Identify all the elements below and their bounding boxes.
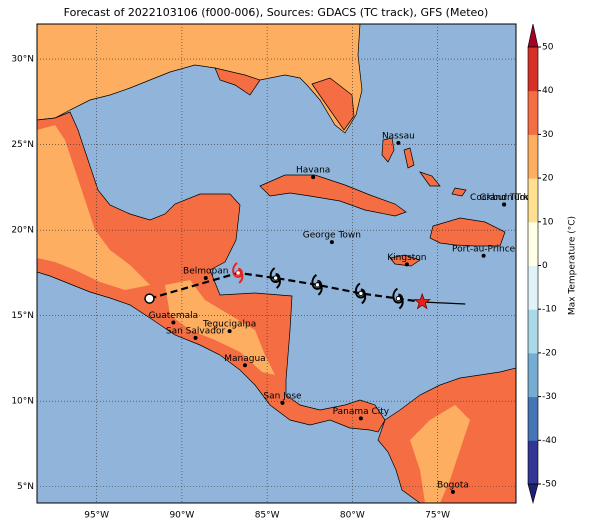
land-mexico-plateau (37, 125, 150, 290)
city-label: Kingston (387, 253, 426, 263)
city-label: Bogota (437, 480, 469, 490)
city-label: Cockburn Town (470, 193, 538, 203)
land-andes (410, 405, 470, 503)
colorbar-tick-label: 40 (542, 86, 554, 96)
city-dot (450, 489, 455, 494)
colorbar-band (528, 134, 538, 179)
colorbar-over (527, 23, 539, 48)
colorbar-band (528, 396, 538, 441)
city-label: Belmopan (183, 267, 228, 277)
land-bahamas (403, 147, 415, 169)
land-florida (311, 77, 355, 131)
city-dot (329, 240, 334, 245)
y-tick-label: 20°N (11, 226, 34, 236)
colorbar-label: Max Temperature (°C) (568, 216, 578, 315)
land-cuba (259, 174, 407, 217)
colorbar-under (527, 483, 539, 505)
city-label: George Town (303, 231, 361, 241)
x-tick-label: 90°W (169, 511, 194, 521)
colorbar-band (528, 47, 538, 92)
city-label: Nassau (382, 131, 415, 141)
colorbar-band (528, 352, 538, 398)
colorbar-tick-label: -50 (542, 480, 557, 490)
city-label: Managua (224, 354, 265, 364)
colorbar-band (528, 440, 538, 485)
land-bahamas (381, 137, 395, 163)
colorbar-tick-label: -20 (542, 348, 557, 358)
storm-eye (358, 290, 364, 297)
city-label: San Jose (263, 391, 302, 401)
city-dot (404, 262, 409, 267)
colorbar-tick-label: -30 (542, 392, 557, 402)
city-label: Panama City (333, 407, 390, 417)
x-tick-label: 95°W (84, 511, 109, 521)
city-dot (280, 400, 285, 405)
colorbar-tick-label: 20 (542, 174, 554, 184)
land-louisiana (214, 67, 261, 96)
land-bahamas (419, 171, 441, 187)
city-dot (203, 276, 208, 281)
city-dot (502, 202, 507, 207)
colorbar-band (528, 265, 538, 310)
track-start (144, 293, 155, 304)
city-label: Guatemala (149, 311, 199, 321)
city-dot (171, 320, 176, 325)
city-label: Tegucigalpa (202, 320, 256, 330)
city-dot (227, 329, 232, 334)
x-tick-label: 80°W (340, 511, 365, 521)
colorbar-band (528, 221, 538, 266)
x-tick-label: 85°W (255, 511, 280, 521)
colorbar-tick-label: -10 (542, 305, 557, 315)
forecast-extension (422, 301, 466, 305)
y-tick-label: 30°N (11, 55, 34, 65)
storm-eye (272, 275, 279, 281)
land-hispaniola (429, 217, 506, 247)
colorbar-tick-label: -40 (542, 436, 557, 446)
y-tick-label: 10°N (11, 397, 34, 407)
colorbar-tick-label: 30 (542, 130, 554, 140)
colorbar-band (528, 178, 538, 223)
land-jamaica (389, 254, 421, 267)
colorbar-tick-label: 0 (542, 261, 548, 271)
y-tick-label: 5°N (17, 482, 34, 492)
city-label: Havana (296, 166, 330, 176)
storm-eye (395, 295, 402, 302)
map-title: Forecast of 2022103106 (f000-006), Sourc… (64, 6, 489, 19)
colorbar-tick-label: 10 (542, 217, 554, 227)
land (37, 24, 516, 503)
colorbar-tick-label: 50 (542, 43, 554, 53)
city-dot (358, 416, 363, 421)
city-dot (193, 335, 198, 340)
city-dot (311, 175, 316, 180)
city-label: Port-au-Prince (452, 244, 516, 254)
city-dot (242, 363, 247, 368)
x-tick-label: 75°W (425, 511, 450, 521)
storm-eye (314, 282, 321, 288)
y-tick-label: 15°N (11, 311, 34, 321)
land-highlands (165, 280, 275, 375)
y-tick-label: 25°N (11, 140, 34, 150)
city-dot (396, 140, 401, 145)
city-label: San Salvador (166, 326, 226, 336)
city-dot (481, 253, 486, 258)
colorbar-band (528, 309, 538, 354)
city-label: Grand Turk (479, 193, 529, 203)
map-frame (36, 23, 517, 504)
track-current (413, 292, 432, 310)
storm-eye (235, 270, 241, 276)
colorbar-band (528, 90, 538, 135)
land-bahamas (451, 187, 467, 197)
